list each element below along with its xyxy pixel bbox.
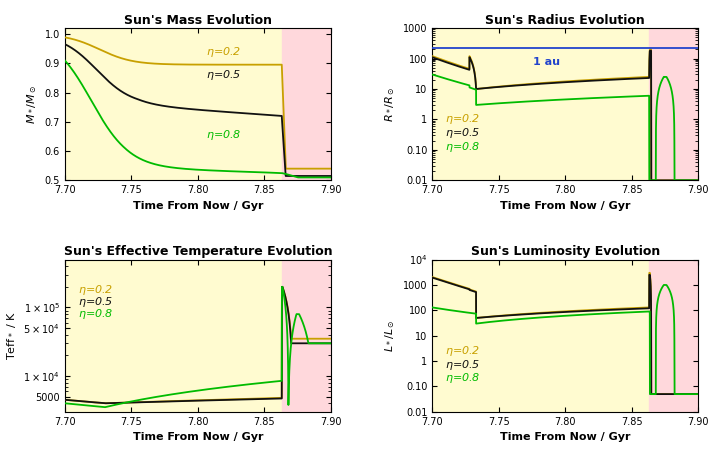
Text: $\eta$=0.2: $\eta$=0.2 (446, 112, 481, 126)
Bar (65, 260, 282, 412)
X-axis label: Time From Now / Gyr: Time From Now / Gyr (132, 432, 263, 442)
Bar (65, 28, 282, 180)
Text: $\eta$=0.2: $\eta$=0.2 (78, 283, 113, 297)
Text: $\eta$=0.2: $\eta$=0.2 (446, 344, 481, 358)
Text: $\eta$=0.8: $\eta$=0.8 (446, 372, 481, 385)
Text: $\eta$=0.8: $\eta$=0.8 (206, 128, 241, 142)
Text: $\eta$=0.5: $\eta$=0.5 (206, 68, 241, 82)
Y-axis label: Teff$_* $ / K: Teff$_* $ / K (6, 311, 18, 360)
X-axis label: Time From Now / Gyr: Time From Now / Gyr (500, 201, 631, 211)
Bar (649, 28, 698, 180)
Y-axis label: $R_* / R_\odot$: $R_* / R_\odot$ (384, 87, 397, 122)
Bar (649, 260, 698, 412)
Bar (432, 28, 649, 180)
Text: $\eta$=0.8: $\eta$=0.8 (446, 140, 481, 154)
Text: $\eta$=0.5: $\eta$=0.5 (446, 126, 481, 140)
Text: 1 au: 1 au (534, 57, 560, 66)
Text: $\eta$=0.2: $\eta$=0.2 (206, 45, 241, 59)
Text: $\eta$=0.5: $\eta$=0.5 (78, 295, 114, 309)
Title: Sun's Effective Temperature Evolution: Sun's Effective Temperature Evolution (63, 245, 332, 258)
X-axis label: Time From Now / Gyr: Time From Now / Gyr (132, 201, 263, 211)
Y-axis label: $L_* / L_\odot$: $L_* / L_\odot$ (384, 319, 397, 352)
Bar (432, 260, 649, 412)
Y-axis label: $M_* /M_\odot$: $M_* /M_\odot$ (25, 85, 39, 124)
Title: Sun's Radius Evolution: Sun's Radius Evolution (485, 14, 645, 27)
Text: $\eta$=0.5: $\eta$=0.5 (446, 358, 481, 372)
Bar (282, 28, 331, 180)
Title: Sun's Mass Evolution: Sun's Mass Evolution (124, 14, 272, 27)
Bar (282, 260, 331, 412)
Title: Sun's Luminosity Evolution: Sun's Luminosity Evolution (471, 245, 660, 258)
X-axis label: Time From Now / Gyr: Time From Now / Gyr (500, 432, 631, 442)
Text: $\eta$=0.8: $\eta$=0.8 (78, 307, 114, 322)
